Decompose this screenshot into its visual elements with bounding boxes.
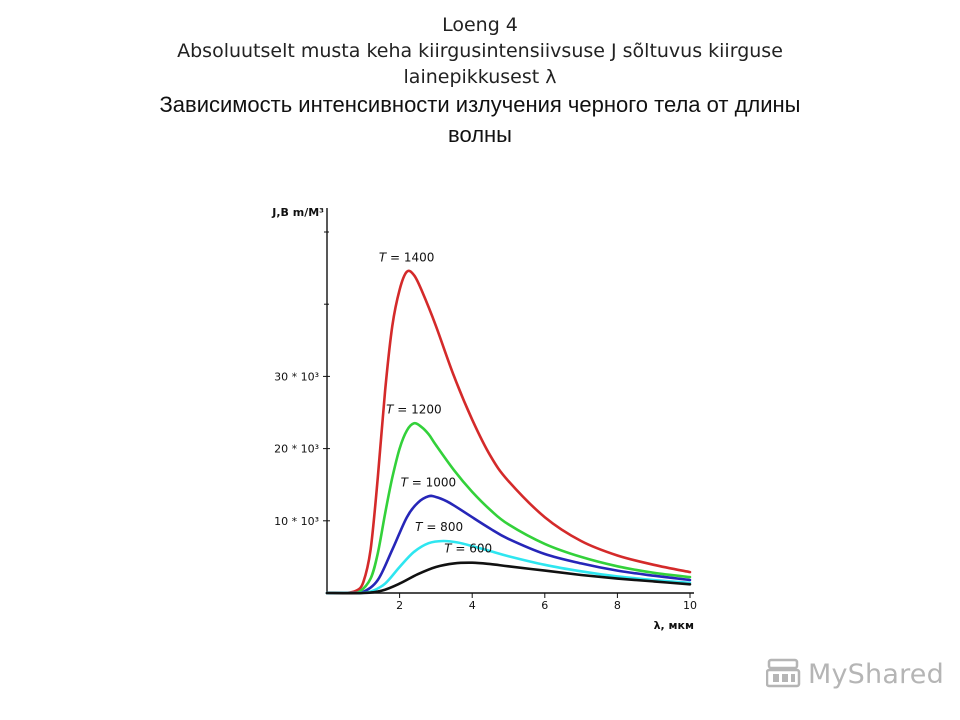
watermark-logo-icon xyxy=(766,658,801,688)
curve-1000 xyxy=(325,494,692,595)
title-block: Loeng 4 Absoluutselt musta keha kiirgusi… xyxy=(0,12,960,150)
x-tick-label: 10 xyxy=(683,599,697,612)
x-axis-label: λ, мкм xyxy=(654,619,694,632)
title-russian: Зависимость интенсивности излучения черн… xyxy=(0,90,960,150)
curve-1200 xyxy=(325,421,692,595)
title-line-5: волны xyxy=(448,122,512,147)
curve-label: T = 1200 xyxy=(386,402,442,416)
y-tick-label: 30 * 10³ xyxy=(274,370,319,383)
curve-label: T = 1400 xyxy=(379,251,435,265)
y-tick-label: 10 * 10³ xyxy=(274,515,319,528)
watermark-text: MyShared xyxy=(808,658,944,690)
curves xyxy=(325,269,692,595)
watermark: MyShared xyxy=(766,654,944,694)
curve-label: T = 1000 xyxy=(401,475,457,489)
curve-1400 xyxy=(325,269,692,595)
curve-label: T = 800 xyxy=(415,520,463,534)
curve-800 xyxy=(325,539,692,595)
curve-label: T = 600 xyxy=(444,542,492,556)
y-axis-label: J,В m/M³ xyxy=(271,206,324,219)
title-line-4: Зависимость интенсивности излучения черн… xyxy=(159,92,801,117)
curve-600 xyxy=(325,561,692,595)
x-tick-label: 2 xyxy=(396,599,403,612)
chart-labels: 10 * 10³ 20 * 10³ 30 * 10³ 2 4 6 8 10 J,В m/M³ λ,… xyxy=(271,206,697,632)
title-line-3: lainepikkusest λ xyxy=(403,66,557,88)
x-tick-label: 6 xyxy=(541,599,548,612)
title-line-1: Loeng 4 xyxy=(442,14,518,36)
title-line-2: Absoluutselt musta keha kiirgusintensiiv… xyxy=(177,40,783,62)
axes xyxy=(323,208,694,598)
x-tick-label: 4 xyxy=(469,599,476,612)
y-tick-label: 20 * 10³ xyxy=(274,443,319,456)
x-tick-label: 8 xyxy=(614,599,621,612)
